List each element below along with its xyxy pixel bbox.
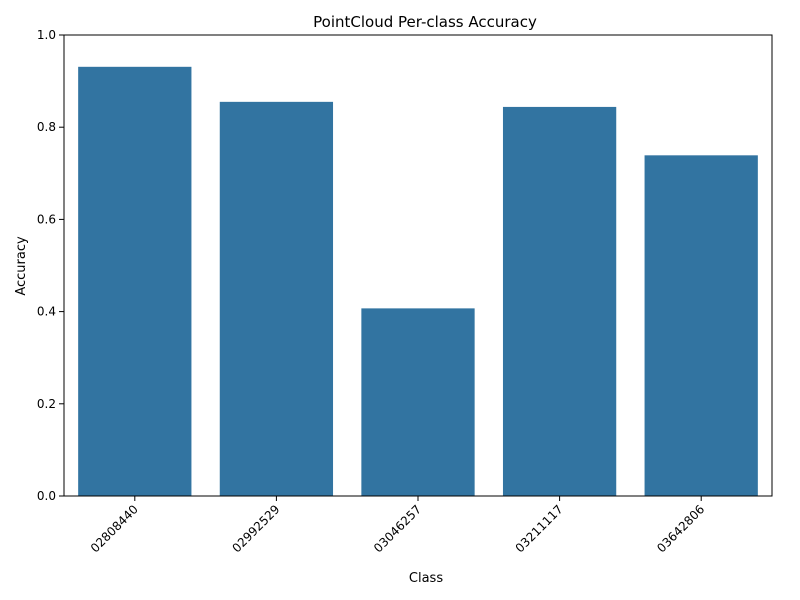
y-tick-label: 0.8 (37, 120, 56, 134)
bar-03046257 (361, 308, 475, 496)
x-axis-label: Class (409, 571, 443, 586)
x-tick-label: 03046257 (371, 502, 424, 555)
x-tick-label: 03642806 (654, 502, 707, 555)
x-axis: 02808440 02992529 03046257 03211117 03642806 (88, 496, 707, 555)
bars-group (78, 66, 758, 497)
y-axis: 0.0 0.2 0.4 0.6 0.8 1.0 (37, 28, 64, 503)
chart-title: PointCloud Per-class Accuracy (313, 13, 537, 31)
y-tick-label: 0.6 (37, 212, 56, 226)
bar-02808440 (78, 66, 192, 497)
y-tick-label: 1.0 (37, 28, 56, 42)
y-tick-label: 0.0 (37, 489, 56, 503)
y-tick-label: 0.2 (37, 397, 56, 411)
bar-03642806 (644, 155, 758, 497)
plot-frame (63, 34, 773, 497)
x-tick-label: 02808440 (88, 502, 141, 555)
y-tick-label: 0.4 (37, 305, 56, 319)
y-axis-label: Accuracy (14, 236, 29, 296)
x-tick-label: 03211117 (513, 502, 566, 555)
bar-02992529 (219, 101, 334, 496)
x-tick-label: 02992529 (229, 502, 282, 555)
bar-03211117 (502, 106, 617, 496)
